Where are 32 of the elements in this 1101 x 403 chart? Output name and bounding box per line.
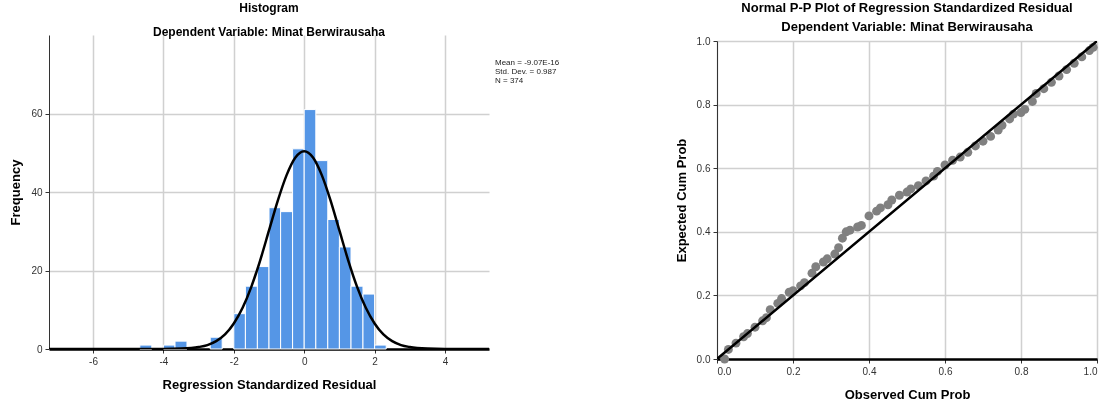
y-tick-label: 0.6 bbox=[696, 162, 711, 174]
x-tick-label: -2 bbox=[229, 355, 240, 367]
x-tick-label: 0 bbox=[301, 355, 308, 367]
y-tick-label: 0.8 bbox=[696, 99, 711, 111]
x-tick-label: -4 bbox=[159, 355, 169, 367]
x-tick-label: 4 bbox=[442, 355, 449, 367]
chart-subtitle: Dependent Variable: Minat Berwirausaha bbox=[152, 25, 386, 39]
y-tick-label: 0.4 bbox=[696, 226, 711, 238]
x-axis-title: Observed Cum Prob bbox=[844, 386, 971, 402]
text: Std. Dev. = 0.987 bbox=[495, 67, 557, 76]
y-tick-label: 40 bbox=[31, 186, 43, 198]
y-tick-label: 20 bbox=[31, 265, 43, 276]
x-axis-title: Regression Standardized Residual bbox=[162, 376, 377, 392]
x-tick-label: 0.4 bbox=[862, 365, 877, 377]
x-tick-label: 1.0 bbox=[1083, 365, 1098, 377]
y-tick-label: 60 bbox=[31, 108, 43, 119]
y-axis-title: Frequency bbox=[8, 158, 24, 226]
y-tick-label: 1.0 bbox=[696, 35, 711, 47]
x-tick-label: 0.8 bbox=[1014, 365, 1029, 377]
y-tick-label: 0 bbox=[36, 343, 43, 355]
chart-title: Histogram bbox=[239, 1, 299, 15]
x-tick-label: 0.2 bbox=[786, 365, 801, 377]
chart-subtitle: Dependent Variable: Minat Berwirausaha bbox=[781, 19, 1034, 34]
x-tick-label: 0.0 bbox=[717, 365, 732, 377]
y-tick-label: 0.2 bbox=[696, 289, 711, 301]
x-tick-label: 0.6 bbox=[938, 365, 953, 377]
y-axis-title: Expected Cum Prob bbox=[673, 138, 689, 263]
x-tick-label: 2 bbox=[372, 355, 379, 367]
text: Mean = -9.07E-16 bbox=[495, 58, 560, 67]
chart-title: Normal P-P Plot of Regression Standardized Residual bbox=[741, 0, 1073, 15]
text: N = 374 bbox=[495, 76, 524, 85]
x-tick-label: -6 bbox=[89, 355, 99, 367]
